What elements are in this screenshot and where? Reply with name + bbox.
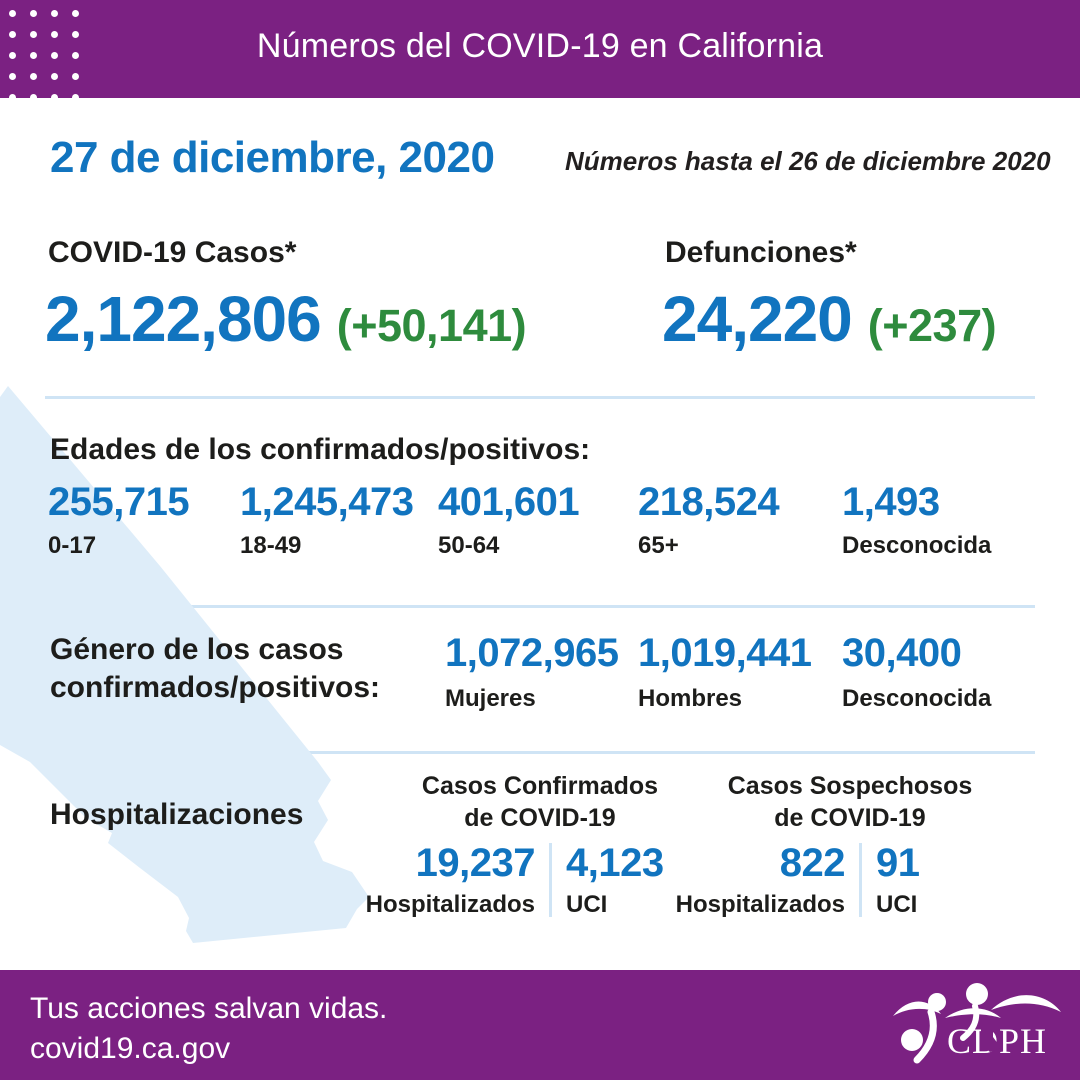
gender-unknown: 30,400 Desconocida: [842, 633, 991, 711]
hospitalized-value: 822: [779, 841, 846, 885]
logo-swoosh: [991, 995, 1061, 1012]
age-value: 255,715: [48, 480, 190, 524]
age-group-0-17: 255,715 0-17: [48, 480, 190, 559]
gender-label: Hombres: [638, 685, 743, 712]
gender-value: 1,072,965: [445, 631, 619, 675]
footer-message: Tus acciones salvan vidas. covid19.ca.go…: [30, 989, 387, 1068]
section-divider: [45, 605, 1035, 608]
hospitalized-label: Hospitalizados: [365, 891, 535, 918]
cases-value: 2,122,806: [45, 283, 322, 355]
gender-value: 30,400: [842, 631, 962, 675]
confirmed-icu: 4,123 UCI: [566, 843, 664, 917]
cases-delta: (+50,141): [336, 300, 527, 351]
age-group-18-49: 1,245,473 18-49: [240, 480, 414, 559]
age-value: 218,524: [638, 480, 780, 524]
vertical-divider: [859, 843, 862, 917]
section-divider: [45, 396, 1035, 399]
gender-label: Mujeres: [445, 685, 536, 712]
suspected-icu: 91 UCI: [876, 843, 920, 917]
age-label: Desconocida: [842, 532, 992, 559]
age-group-50-64: 401,601 50-64: [438, 480, 580, 559]
age-value: 1,245,473: [240, 480, 414, 524]
hospitalized-value: 19,237: [415, 841, 536, 885]
age-label: 65+: [638, 532, 679, 559]
footer-bar: Tus acciones salvan vidas. covid19.ca.go…: [0, 970, 1080, 1080]
ages-heading: Edades de los confirmados/positivos:: [50, 433, 591, 466]
suspected-header-line2: de COVID-19: [774, 803, 926, 832]
confirmed-header-line2: de COVID-19: [464, 803, 616, 832]
report-date: 27 de diciembre, 2020: [50, 133, 495, 182]
confirmed-cases-column-header: Casos Confirmados de COVID-19: [390, 771, 690, 834]
logo-figure-body: [913, 1008, 937, 1064]
suspected-header-line1: Casos Sospechosos: [727, 772, 973, 800]
deaths-value: 24,220: [662, 283, 853, 355]
icu-value: 91: [876, 841, 920, 885]
page-title: Números del COVID-19 en California: [256, 26, 824, 65]
footer-slogan: Tus acciones salvan vidas.: [30, 992, 388, 1025]
deaths-total: 24,220 (+237): [662, 283, 997, 355]
age-group-65plus: 218,524 65+: [638, 480, 780, 559]
gender-label: Desconocida: [842, 685, 992, 712]
as-of-note: Números hasta el 26 de diciembre 2020: [565, 146, 1051, 176]
suspected-hospitalized: 822 Hospitalizados: [640, 841, 846, 918]
gender-value: 1,019,441: [638, 631, 812, 675]
gender-heading-line2: confirmados/positivos:: [50, 671, 381, 705]
hospitalizations-heading: Hospitalizaciones: [50, 798, 304, 831]
icu-label: UCI: [566, 891, 608, 918]
logo-figure-head: [966, 983, 988, 1005]
gender-female: 1,072,965 Mujeres: [445, 631, 619, 712]
logo-swoosh: [945, 1008, 1001, 1018]
confirmed-hospitalization-stats: 19,237 Hospitalizados 4,123 UCI: [365, 843, 664, 917]
hospitalized-label: Hospitalizados: [675, 891, 845, 918]
logo-swoosh: [893, 1001, 941, 1016]
dot-pattern-decoration: [2, 3, 86, 98]
age-value: 401,601: [438, 480, 580, 524]
logo-wordmark: CDPH: [947, 1021, 1047, 1061]
confirmed-header-line1: Casos Confirmados: [421, 772, 659, 800]
california-silhouette: [0, 386, 369, 943]
logo-figure-head: [901, 1029, 923, 1051]
header-bar: Números del COVID-19 en California: [0, 0, 1080, 98]
vertical-divider: [549, 843, 552, 917]
gender-male: 1,019,441 Hombres: [638, 631, 812, 712]
deaths-label: Defunciones*: [665, 236, 857, 269]
confirmed-hospitalized: 19,237 Hospitalizados: [365, 841, 536, 918]
cdph-logo: CDPH: [893, 983, 1061, 1064]
suspected-cases-column-header: Casos Sospechosos de COVID-19: [700, 771, 1000, 834]
gender-heading: Género de los casos confirmados/positivo…: [50, 631, 380, 707]
footer-url[interactable]: covid19.ca.gov: [30, 1031, 231, 1065]
deaths-delta: (+237): [867, 300, 997, 351]
gender-heading-line1: Género de los casos: [50, 633, 344, 666]
logo-california-chip: [981, 1026, 1001, 1052]
suspected-hospitalization-stats: 822 Hospitalizados 91 UCI: [640, 843, 920, 917]
age-group-unknown: 1,493 Desconocida: [842, 482, 991, 558]
icu-value: 4,123: [566, 841, 664, 885]
age-value: 1,493: [842, 480, 940, 524]
logo-figure-body: [960, 1003, 980, 1041]
cases-total: 2,122,806 (+50,141): [45, 283, 527, 355]
cases-label: COVID-19 Casos*: [48, 236, 297, 269]
age-label: 50-64: [438, 532, 500, 559]
age-label: 18-49: [240, 532, 302, 559]
section-divider: [45, 751, 1035, 754]
age-label: 0-17: [48, 532, 97, 559]
icu-label: UCI: [876, 891, 918, 918]
